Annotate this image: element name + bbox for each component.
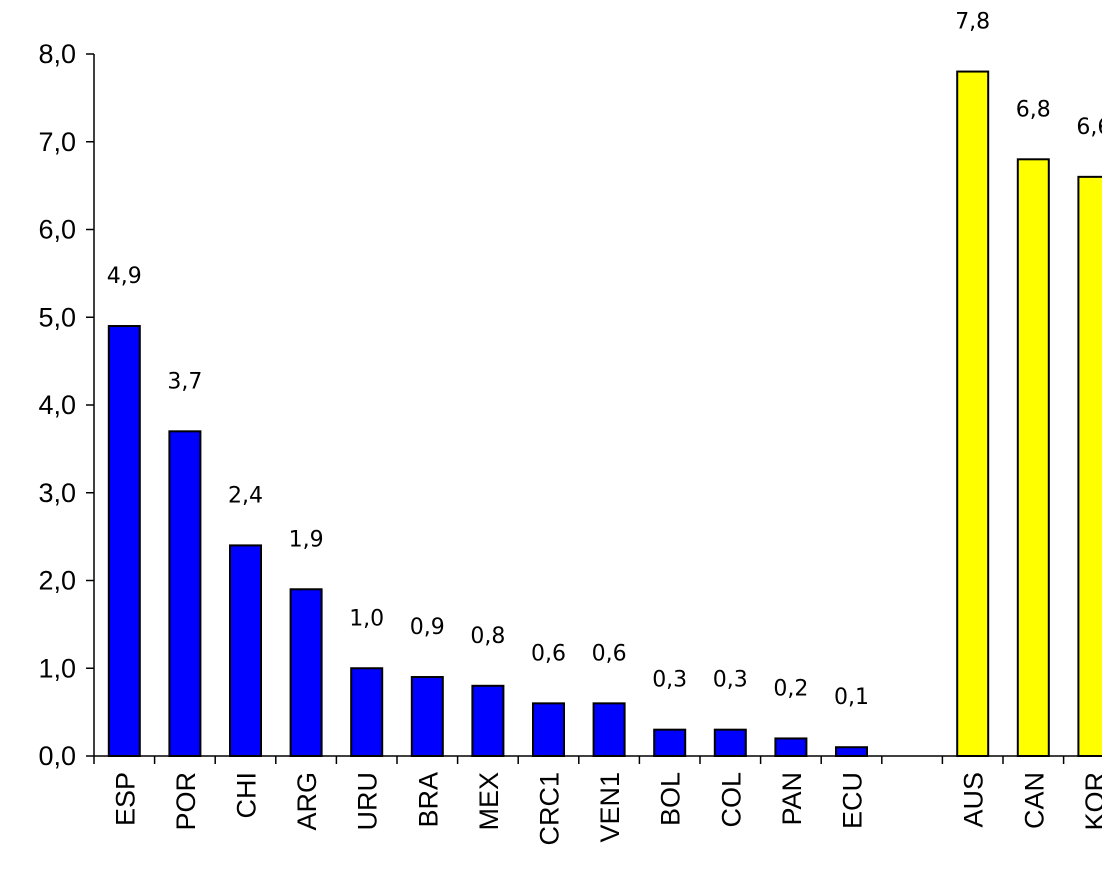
y-axis: 0,0 1,0 2,0 3,0 4,0 5,0 6,0 7,0 8,0 [38,39,95,771]
data-label-pan: 0,2 [773,676,808,701]
x-tick-label-bra: BRA [413,772,443,828]
y-tick-label: 6,0 [38,215,76,245]
data-label-crc1: 0,6 [531,641,566,666]
bar-arg [289,588,323,758]
y-tick-label: 3,0 [38,478,76,508]
x-tick-label-bol: BOL [656,772,686,826]
y-tick-label: 7,0 [38,127,76,157]
y-tick-label: 2,0 [38,566,76,596]
x-tick-label-ven1: VEN1 [595,772,625,843]
x-tick-label-chi: CHI [232,772,262,819]
data-label-uru: 1,0 [349,606,384,631]
x-tick-label-crc1: CRC1 [535,772,565,846]
x-tick-label-aus: AUS [959,772,989,828]
bar-aus [956,70,990,758]
x-tick-label-can: CAN [1019,772,1049,829]
x-tick-label-uru: URU [353,772,383,831]
y-tick-label: 4,0 [38,390,76,420]
bar-col [713,728,747,757]
bar-ecu [835,746,868,757]
y-tick-label: 8,0 [38,39,76,69]
data-label-bol: 0,3 [652,668,687,693]
bar-can [1016,158,1050,758]
bar-esp [107,325,141,757]
bar-crc1 [532,702,565,757]
x-tick-label-col: COL [716,772,746,828]
data-label-esp: 4,9 [107,264,142,289]
bar-por [168,430,202,757]
y-tick-label: 0,0 [38,741,76,771]
data-label-arg: 1,9 [289,527,324,552]
data-label-can: 6,8 [1016,97,1051,122]
data-label-aus: 7,8 [955,10,990,35]
data-label-ecu: 0,1 [834,685,869,710]
data-label-col: 0,3 [713,668,748,693]
bar-uru [350,667,384,757]
data-label-ven1: 0,6 [592,641,627,666]
bar-bol [653,728,687,757]
data-label-bra: 0,9 [410,615,445,640]
data-labels: 4,9 3,7 2,4 1,9 1,0 0,9 0,8 0,6 0,6 0,3 0,3 0,2 0,1 7… [107,10,1102,711]
bar-chi [229,544,262,758]
x-tick-label-ecu: ECU [838,772,868,829]
bar-mex [471,684,505,757]
y-tick-label: 5,0 [38,302,76,332]
y-tick-label: 1,0 [38,653,76,683]
x-tick-label-pan: PAN [777,772,807,826]
data-label-mex: 0,8 [470,624,505,649]
bar-ven1 [592,702,626,757]
x-tick-label-kor: KOR [1080,772,1102,831]
bar-kor [1077,175,1102,758]
bar-pan [774,737,808,758]
x-tick-label-esp: ESP [110,772,140,826]
x-tick-label-por: POR [171,772,201,831]
x-tick-label-arg: ARG [292,772,322,831]
data-label-por: 3,7 [167,369,202,394]
data-label-kor: 6,6 [1076,115,1102,140]
x-tick-label-mex: MEX [474,772,504,831]
x-axis: ESP POR CHI ARG URU BRA MEX CRC1 VEN1 BOL COL PAN EC… [93,755,1102,846]
data-label-chi: 2,4 [228,483,263,508]
bar-bra [410,676,444,758]
